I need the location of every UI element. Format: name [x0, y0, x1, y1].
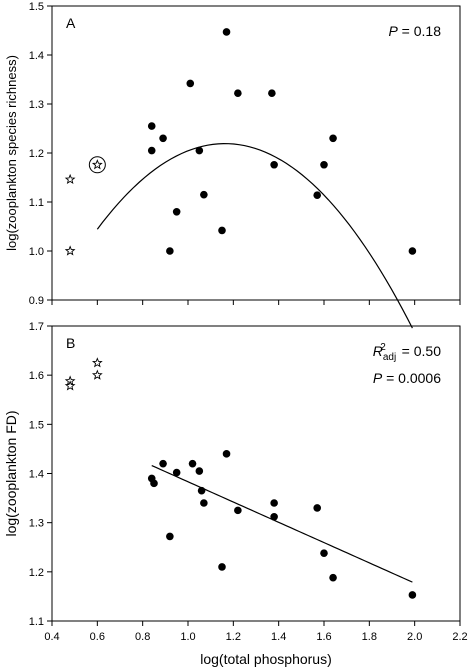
stat-annotation: P = 0.18 — [388, 23, 441, 39]
y-axis-label: log(zooplankton FD) — [3, 410, 19, 536]
data-point — [197, 486, 206, 495]
data-point-star — [91, 369, 103, 380]
data-point — [188, 459, 197, 468]
x-tick-label: 1.6 — [316, 631, 331, 643]
x-tick-label: 1.2 — [226, 631, 241, 643]
data-point — [320, 549, 328, 557]
data-point-star — [91, 159, 103, 170]
data-point — [147, 122, 156, 130]
y-tick-label: 1.1 — [29, 197, 44, 209]
y-tick-label: 1.4 — [29, 469, 44, 481]
data-point — [234, 89, 242, 98]
data-point — [320, 160, 328, 169]
data-point — [408, 591, 417, 599]
data-point-star — [64, 380, 76, 391]
data-point — [147, 146, 156, 155]
data-point — [195, 467, 204, 475]
data-point — [234, 506, 242, 515]
data-point — [172, 468, 181, 477]
data-point — [159, 459, 167, 468]
x-tick-label: 2.0 — [407, 631, 422, 643]
data-point — [329, 134, 337, 143]
y-tick-label: 1.6 — [29, 370, 44, 382]
stat-value: = 0.18 — [398, 23, 441, 39]
data-point — [200, 190, 208, 199]
stat-value: = 0.0006 — [382, 370, 441, 386]
data-point — [268, 89, 276, 98]
data-point — [313, 191, 322, 199]
y-axis-label: log(zooplankton species richness) — [4, 55, 19, 251]
data-point — [222, 450, 231, 458]
y-tick-label: 1.0 — [29, 246, 44, 258]
stat-symbol: P — [373, 370, 383, 386]
y-tick-label: 1.5 — [29, 419, 44, 431]
x-tick-label: 1.4 — [271, 631, 286, 643]
data-point — [408, 247, 417, 255]
plot-frame — [51, 5, 461, 301]
y-tick-label: 1.7 — [29, 321, 44, 333]
y-tick-label: 1.3 — [29, 99, 44, 111]
stat-subscript: adj — [383, 352, 396, 363]
y-tick-label: 0.9 — [29, 295, 44, 307]
y-tick-label: 1.3 — [29, 518, 44, 530]
stat-annotation: P = 0.0006 — [373, 370, 441, 386]
y-tick-label: 1.2 — [29, 148, 44, 160]
x-tick-label: 1.8 — [362, 631, 377, 643]
y-tick-label: 1.2 — [29, 567, 44, 579]
data-point — [270, 512, 278, 521]
data-point — [200, 499, 208, 507]
fit-line — [96, 143, 413, 329]
stat-symbol: R — [373, 343, 383, 359]
x-tick-label: 2.2 — [452, 631, 467, 643]
fit-line — [151, 464, 413, 583]
data-point-star — [64, 245, 76, 256]
data-point — [186, 79, 195, 88]
data-point — [159, 134, 167, 143]
y-tick-label: 1.4 — [29, 50, 44, 62]
panel-a: 0.9 1.0 1.1 1.2 1.3 1.4 1.5 log(zooplankton spe… — [4, 1, 461, 329]
highlight-circle — [88, 156, 106, 174]
panel-label: A — [66, 15, 76, 31]
panel-label: B — [66, 335, 75, 351]
data-point — [329, 573, 337, 582]
stat-value: = 0.50 — [398, 343, 441, 359]
panel-b: 0.4 0.6 0.8 1.0 1.2 1.4 1.6 1.8 2.0 2.2 1.1 1.2 1.3 1… — [3, 321, 468, 643]
data-point — [166, 247, 174, 255]
data-point — [172, 208, 181, 216]
y-tick-label: 1.5 — [29, 1, 44, 13]
data-point — [222, 28, 231, 36]
data-point — [270, 499, 278, 507]
data-point — [195, 146, 204, 155]
x-tick-label: 0.8 — [135, 631, 150, 643]
data-point — [313, 504, 322, 512]
data-point — [218, 226, 226, 235]
data-point-star — [91, 357, 103, 368]
data-point-star — [64, 173, 76, 185]
stat-annotation: Radj2 = 0.50 — [373, 342, 441, 363]
y-tick-label: 1.1 — [29, 616, 44, 628]
stat-superscript: 2 — [380, 342, 386, 353]
data-point — [150, 479, 158, 488]
data-point — [270, 160, 278, 169]
data-point — [166, 532, 174, 541]
x-axis-label: log(total phosphorus) — [200, 651, 332, 667]
data-point — [218, 563, 226, 571]
x-tick-label: 1.0 — [180, 631, 195, 643]
stat-symbol: P — [388, 23, 398, 39]
x-tick-label: 0.6 — [90, 631, 105, 643]
x-tick-label: 0.4 — [44, 631, 59, 643]
